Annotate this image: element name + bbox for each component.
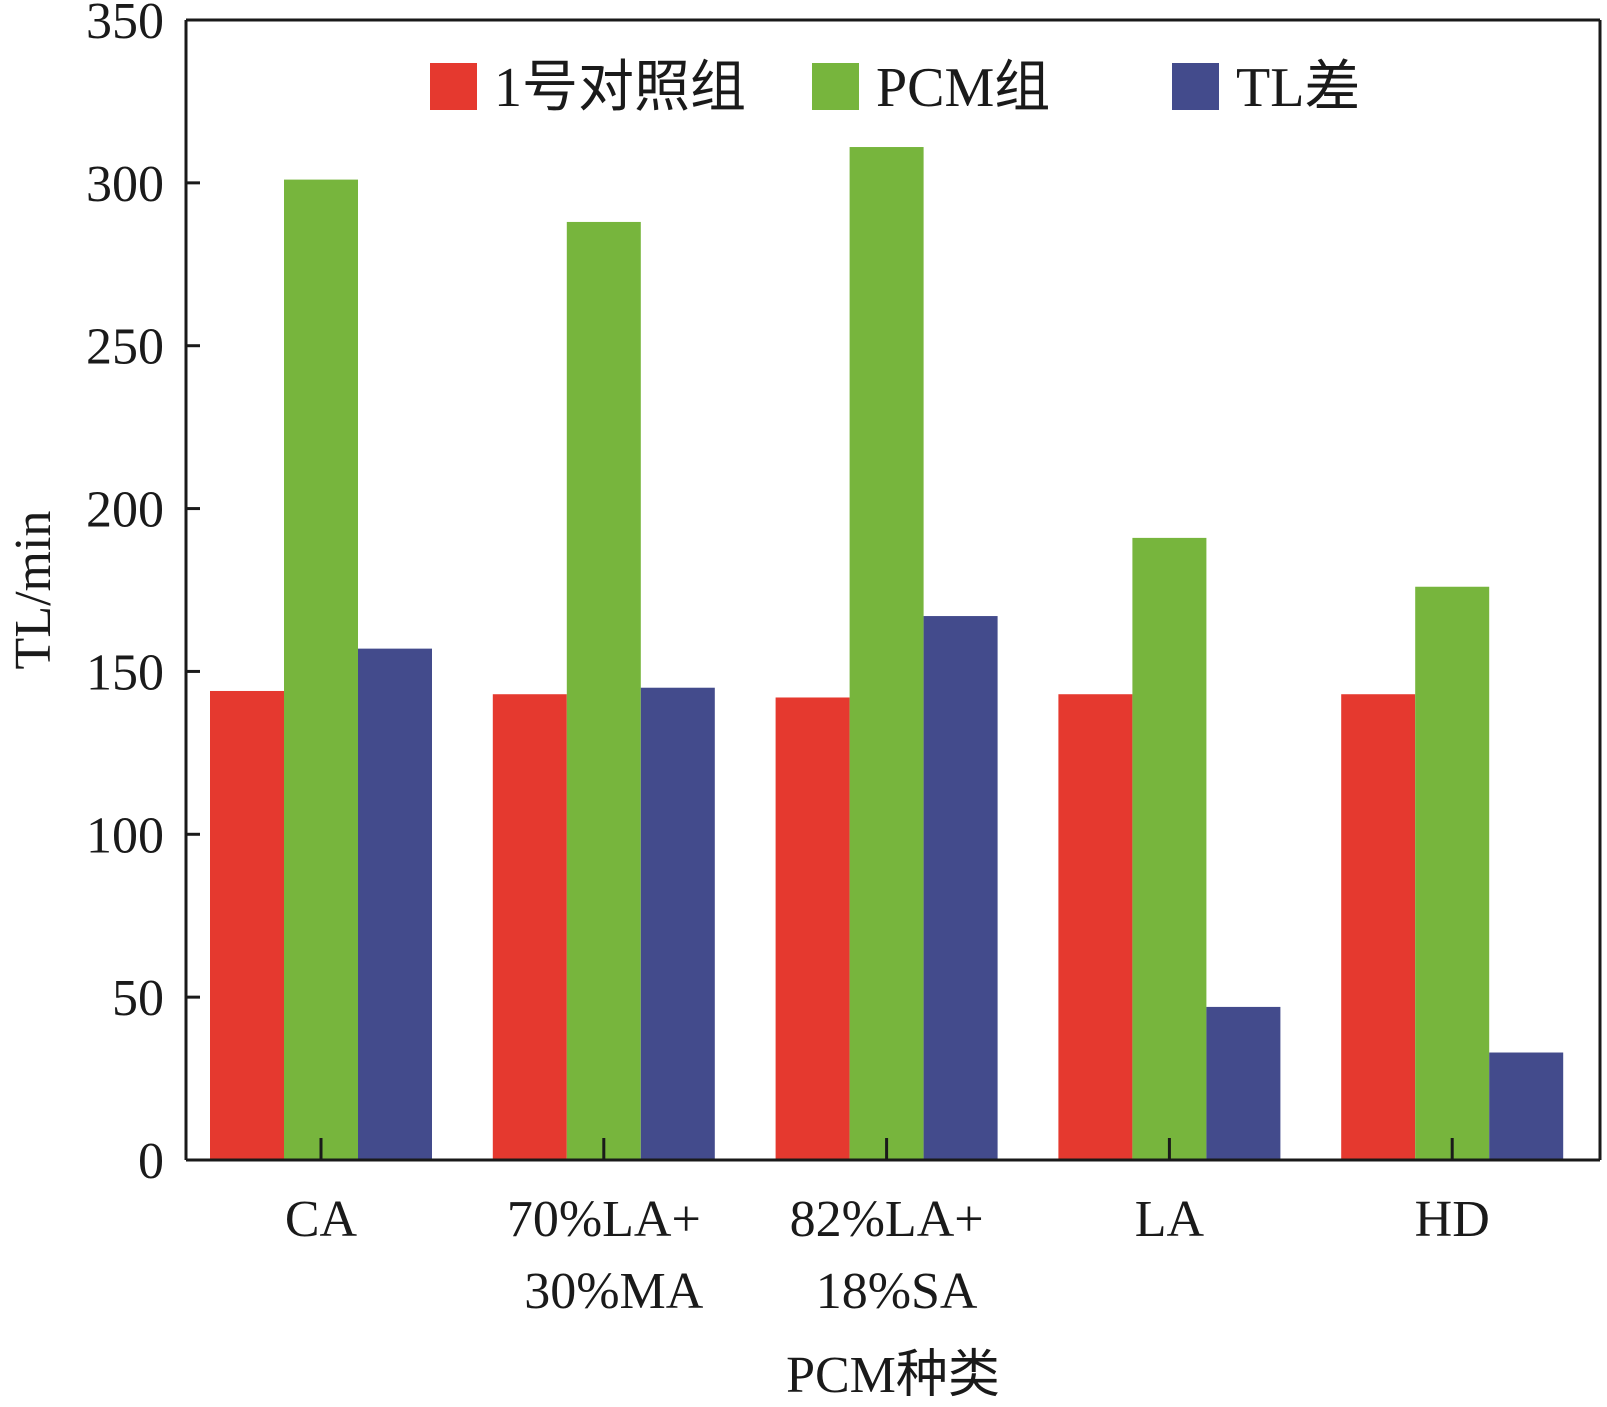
x-axis-title: PCM种类: [786, 1347, 1000, 1404]
y-tick-label: 200: [86, 482, 164, 539]
y-tick-label: 50: [112, 970, 164, 1027]
y-tick-label: 350: [86, 0, 164, 50]
bar-3-0: [1058, 694, 1133, 1160]
y-tick-label: 250: [86, 319, 164, 376]
legend-swatch-1: [812, 63, 859, 110]
bar-1-1: [566, 221, 641, 1160]
bar-1-0: [492, 694, 567, 1160]
y-ticks-group: 0 50 100 150 200 250 300 350: [86, 0, 200, 1190]
y-tick-label: 0: [138, 1133, 164, 1190]
legend-label-1: PCM组: [876, 57, 1050, 119]
bar-4-1: [1415, 586, 1490, 1160]
y-tick-label: 100: [86, 807, 164, 864]
bar-3-2: [1206, 1006, 1281, 1160]
y-tick-label: 150: [86, 644, 164, 701]
bar-0-1: [284, 179, 358, 1161]
x-tick-label: 82%LA+: [790, 1191, 984, 1248]
bar-4-0: [1341, 694, 1416, 1160]
axes-group: [184, 18, 1602, 1162]
x-tick-label: LA: [1135, 1191, 1205, 1248]
x-ticks-group: CA 70%LA+ 30%MA 82%LA+ 18%SA LA HD: [285, 1138, 1490, 1320]
bars-group: [210, 147, 1564, 1161]
bar-2-1: [849, 147, 924, 1160]
y-tick-label: 300: [86, 156, 164, 213]
legend-label-0: 1号对照组: [494, 57, 746, 119]
bar-3-1: [1132, 537, 1207, 1160]
x-tick-label: CA: [285, 1191, 358, 1248]
x-tick-label: HD: [1415, 1191, 1490, 1248]
bar-2-2: [923, 616, 998, 1160]
y-axis-title: TL/min: [5, 511, 62, 670]
legend: 1号对照组 PCM组 TL差: [430, 57, 1360, 119]
x-tick-label: 30%MA: [524, 1263, 704, 1320]
legend-swatch-2: [1172, 63, 1219, 110]
bar-0-2: [358, 648, 432, 1160]
x-tick-label: 18%SA: [816, 1263, 978, 1320]
legend-label-2: TL差: [1236, 57, 1360, 119]
bar-0-0: [210, 690, 284, 1160]
bar-4-2: [1489, 1052, 1564, 1160]
legend-swatch-0: [430, 63, 477, 110]
x-tick-label: 70%LA+: [507, 1191, 701, 1248]
bar-1-2: [640, 687, 715, 1160]
bar-2-0: [775, 697, 850, 1160]
